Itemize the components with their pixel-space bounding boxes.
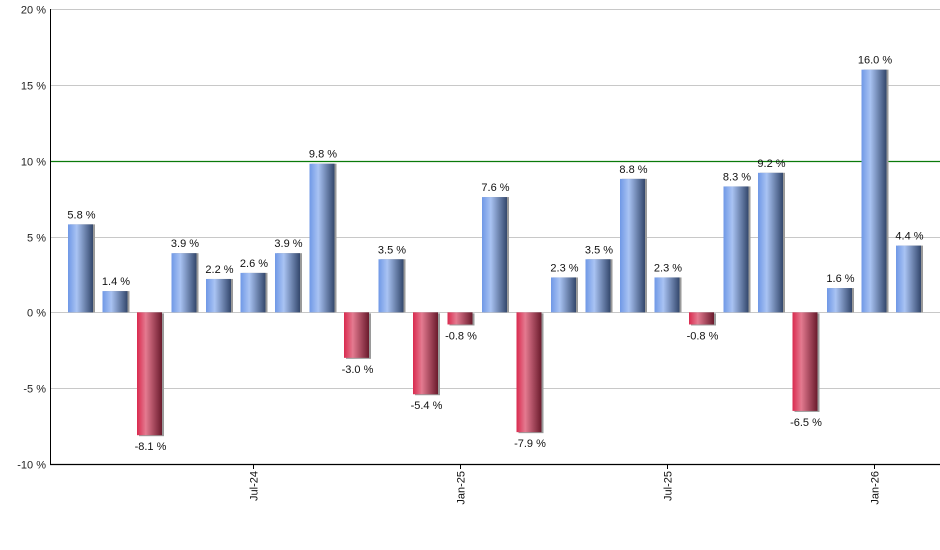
y-tick-label: 20 % xyxy=(21,5,46,17)
bar xyxy=(309,163,335,313)
bar xyxy=(413,312,438,395)
bar xyxy=(620,178,645,313)
data-label: 1.4 % xyxy=(102,276,130,288)
data-label: 1.6 % xyxy=(826,273,854,285)
data-label: 16.0 % xyxy=(858,55,892,67)
data-label: -0.8 % xyxy=(445,330,477,342)
bar xyxy=(102,291,128,313)
bar xyxy=(827,288,852,313)
bars xyxy=(68,69,923,437)
bar xyxy=(551,277,576,313)
bar xyxy=(654,277,680,313)
bar xyxy=(378,259,404,313)
data-label: -7.9 % xyxy=(514,438,546,450)
data-label: 9.2 % xyxy=(757,158,785,170)
y-tick-label: 0 % xyxy=(27,308,46,320)
bar xyxy=(758,172,783,313)
y-axis-labels: 20 % 15 % 10 % 5 % 0 % -5 % -10 % xyxy=(17,5,46,472)
bar xyxy=(896,245,921,313)
bar xyxy=(137,312,162,436)
bar xyxy=(447,312,473,325)
data-label: 8.8 % xyxy=(619,164,647,176)
bar xyxy=(68,224,93,313)
bar xyxy=(482,197,507,313)
data-labels: 5.8 % 1.4 % -8.1 % 3.9 % 2.2 % 2.6 % 3.9 % 9.8 … xyxy=(67,55,923,454)
bar xyxy=(516,312,542,433)
data-label: -0.8 % xyxy=(687,330,719,342)
data-label: 3.5 % xyxy=(585,244,613,256)
data-label: 3.5 % xyxy=(378,244,406,256)
data-label: 2.3 % xyxy=(654,262,682,274)
data-label: 9.8 % xyxy=(309,149,337,161)
x-tick-label: Jan-25 xyxy=(456,471,468,505)
bar xyxy=(689,312,714,325)
x-tick-label: Jul-24 xyxy=(249,471,261,501)
y-tick-label: 10 % xyxy=(21,157,46,169)
x-axis-labels: Jul-24 Jan-25 Jul-25 Jan-26 xyxy=(249,471,882,505)
bar xyxy=(171,253,197,313)
y-tick-label: 5 % xyxy=(27,233,46,245)
bar xyxy=(240,272,266,313)
data-label: 2.3 % xyxy=(550,262,578,274)
data-label: 7.6 % xyxy=(481,182,509,194)
data-label: -3.0 % xyxy=(342,364,374,376)
data-label: 5.8 % xyxy=(67,209,95,221)
data-label: 3.9 % xyxy=(274,238,302,250)
bar xyxy=(344,312,369,358)
bar xyxy=(792,312,818,411)
data-label: -5.4 % xyxy=(411,400,443,412)
x-tick-label: Jul-25 xyxy=(663,471,675,501)
data-label: 2.6 % xyxy=(240,258,268,270)
bar xyxy=(585,259,611,313)
data-label: 8.3 % xyxy=(723,171,751,183)
axes xyxy=(50,9,940,469)
bar xyxy=(861,69,887,313)
data-label: -8.1 % xyxy=(135,441,167,453)
y-tick-label: -5 % xyxy=(23,384,46,396)
data-label: 3.9 % xyxy=(171,238,199,250)
bar xyxy=(275,253,300,313)
data-label: 4.4 % xyxy=(895,231,923,243)
y-tick-label: -10 % xyxy=(17,460,46,472)
data-label: -6.5 % xyxy=(790,417,822,429)
y-tick-label: 15 % xyxy=(21,81,46,93)
bar xyxy=(206,278,231,313)
bar xyxy=(723,186,749,313)
data-label: 2.2 % xyxy=(205,264,233,276)
x-tick-label: Jan-26 xyxy=(870,471,882,505)
